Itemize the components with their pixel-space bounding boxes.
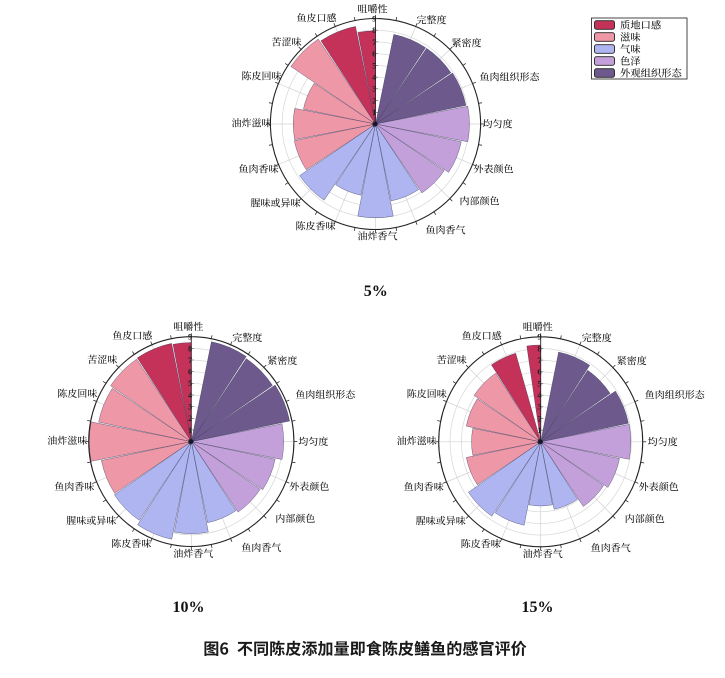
svg-text:5: 5 [188,378,192,388]
svg-text:2: 2 [188,413,192,423]
svg-text:7: 7 [372,37,377,47]
svg-text:6: 6 [537,367,541,377]
svg-text:5%: 5% [364,283,388,300]
svg-text:9: 9 [188,332,192,342]
svg-text:7: 7 [537,355,542,365]
svg-text:9: 9 [537,332,541,342]
svg-text:6: 6 [188,367,192,377]
svg-text:3: 3 [372,84,376,94]
svg-text:5: 5 [537,378,541,388]
svg-text:15%: 15% [522,599,554,616]
svg-text:8: 8 [188,343,192,353]
svg-text:5: 5 [372,60,376,70]
svg-text:2: 2 [537,413,541,423]
svg-text:1: 1 [188,425,192,435]
svg-text:3: 3 [537,402,541,412]
svg-text:2: 2 [372,96,376,106]
svg-text:6: 6 [372,49,376,59]
svg-text:8: 8 [372,25,376,35]
svg-text:3: 3 [188,402,192,412]
svg-text:1: 1 [537,425,541,435]
svg-text:4: 4 [188,390,193,400]
svg-text:1: 1 [372,107,376,117]
svg-text:4: 4 [372,72,377,82]
svg-text:7: 7 [188,355,193,365]
svg-text:4: 4 [537,390,542,400]
svg-text:9: 9 [372,13,376,23]
svg-text:8: 8 [537,343,541,353]
svg-text:10%: 10% [173,599,205,616]
